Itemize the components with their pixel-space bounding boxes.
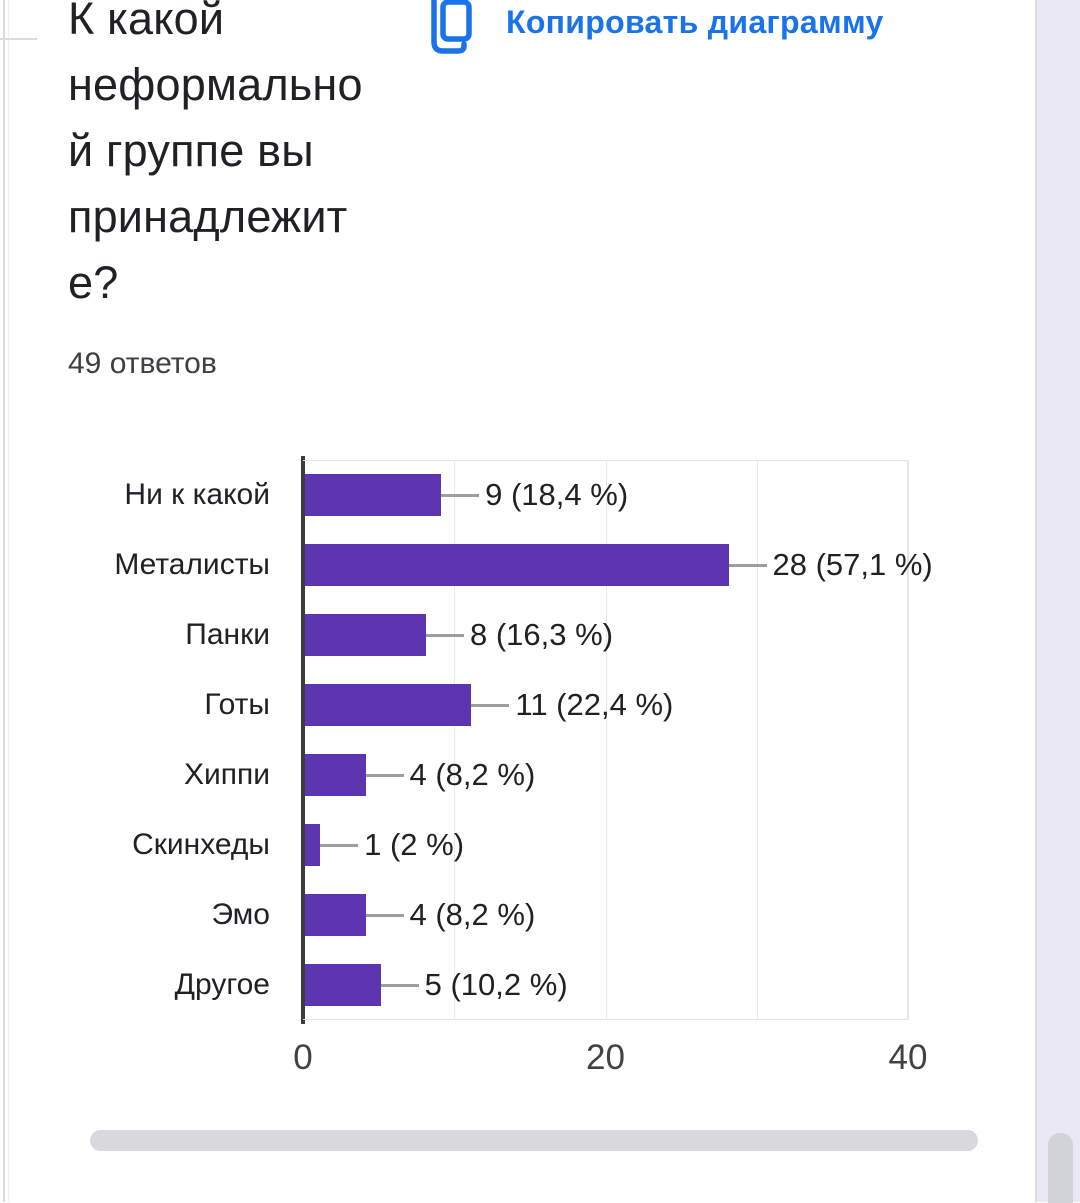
- value-label: 28 (57,1 %): [772, 547, 933, 582]
- value-label: 1 (2 %): [364, 827, 465, 862]
- value-connector-line: [365, 913, 404, 917]
- category-label: Хиппи: [183, 758, 270, 791]
- chart-gridline: [908, 460, 909, 1020]
- value-label: 5 (10,2 %): [424, 967, 568, 1002]
- category-label: Панки: [185, 618, 270, 651]
- value-connector-line: [320, 843, 359, 847]
- card-left-border-inner: [8, 0, 9, 1202]
- value-label: 9 (18,4 %): [485, 477, 629, 512]
- value-connector-line: [380, 983, 419, 987]
- bar: [305, 824, 321, 866]
- card-left-border: [3, 0, 5, 1202]
- bar: [305, 474, 442, 516]
- question-title-line: й группе вы: [68, 125, 314, 176]
- category-label: Металисты: [114, 548, 270, 581]
- copy-icon: [426, 0, 474, 58]
- vertical-scrollbar[interactable]: [1048, 1133, 1073, 1203]
- value-connector-line: [426, 633, 464, 637]
- bar: [305, 754, 366, 796]
- value-label: 4 (8,2 %): [409, 897, 536, 932]
- value-connector-line: [441, 493, 480, 497]
- category-label: Ни к какой: [124, 478, 270, 511]
- copy-chart-button[interactable]: Копировать диаграмму: [426, 0, 884, 58]
- question-title-line: неформально: [68, 59, 363, 110]
- bar: [305, 964, 381, 1006]
- category-label: Другое: [174, 968, 270, 1001]
- value-label: 4 (8,2 %): [409, 757, 536, 792]
- category-label: Готы: [204, 688, 270, 721]
- bar: [305, 614, 426, 656]
- chart-gridline: [454, 460, 456, 1020]
- question-title-line: К какой: [68, 0, 225, 44]
- side-panel: [1037, 0, 1080, 1202]
- value-label: 8 (16,3 %): [470, 617, 614, 652]
- side-panel-border: [1035, 0, 1037, 1202]
- chart-y-axis-line: [301, 456, 305, 1024]
- x-axis-tick-label: 40: [888, 1038, 928, 1077]
- x-axis-tick-label: 0: [293, 1038, 313, 1077]
- chart-gridline: [756, 460, 758, 1020]
- value-connector-line: [365, 773, 404, 777]
- value-label: 11 (22,4 %): [515, 687, 674, 722]
- x-axis-tick-label: 20: [586, 1038, 625, 1077]
- question-title-line: принадлежит: [68, 191, 348, 242]
- category-label: Скинхеды: [132, 828, 270, 861]
- value-connector-line: [471, 703, 510, 707]
- chart-gridline: [605, 460, 607, 1020]
- response-count: 49 ответов: [68, 347, 217, 380]
- horizontal-scrollbar[interactable]: [90, 1130, 978, 1151]
- question-title-line: е?: [68, 257, 119, 308]
- value-connector-line: [728, 563, 767, 567]
- copy-chart-label: Копировать диаграмму: [506, 4, 884, 40]
- bar: [305, 544, 729, 586]
- card-top-border: [0, 38, 37, 40]
- question-title: К какой неформально й группе вы принадле…: [68, 0, 363, 316]
- bar: [305, 684, 472, 726]
- bar: [305, 894, 366, 936]
- category-label: Эмо: [211, 898, 270, 931]
